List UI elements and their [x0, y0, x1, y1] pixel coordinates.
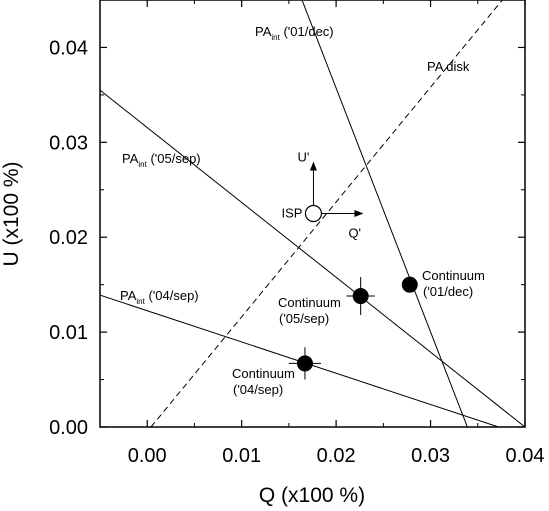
y-axis-title: U (x100 %)	[0, 161, 23, 266]
y-tick-label: 0.01	[49, 322, 88, 344]
pa-disk-line	[150, 0, 503, 427]
point-label: Continuum	[278, 295, 341, 310]
point-label: Continuum	[422, 268, 485, 283]
continuum-point	[352, 288, 369, 305]
continuum-point	[401, 276, 418, 293]
pa-int-line	[301, 0, 468, 427]
y-tick-label: 0.02	[49, 227, 88, 249]
axis-ticks: 0.00 0.01 0.02 0.03 0.04 0.00 0.01 0.02 0.03 0.04	[49, 0, 544, 467]
line-label-main: PA	[122, 151, 139, 166]
point-label: ('05/sep)	[279, 311, 329, 326]
line-label: PAint ('05/sep)	[122, 151, 201, 169]
line-label-rest: ('05/sep)	[147, 151, 201, 166]
line-label-subscript: int	[136, 297, 145, 306]
x-tick-label: 0.00	[128, 445, 167, 467]
isp-point	[304, 204, 323, 223]
line-label-rest: ('04/sep)	[145, 288, 199, 303]
line-label-rest: ('01/dec)	[280, 24, 334, 39]
line-label: PAint ('01/dec)	[255, 24, 334, 42]
q-prime-arrowhead	[354, 210, 364, 217]
point-label: Continuum	[232, 366, 295, 381]
line-label: PA disk	[427, 59, 470, 74]
isp-label: ISP	[281, 206, 302, 221]
y-tick-label: 0.04	[49, 37, 88, 59]
line-label-main: PA	[255, 24, 272, 39]
y-tick-label: 0.03	[49, 132, 88, 154]
x-tick-label: 0.04	[506, 445, 545, 467]
y-tick-label: 0.00	[49, 417, 88, 439]
plot-content: PAint ('01/dec)PAint ('05/sep)PAint ('04…	[100, 0, 525, 427]
line-label-subscript: int	[271, 33, 280, 42]
point-label: ('01/dec)	[423, 284, 473, 299]
x-tick-label: 0.03	[411, 445, 450, 467]
x-tick-label: 0.02	[317, 445, 356, 467]
u-prime-label: U'	[297, 150, 309, 165]
x-tick-label: 0.01	[222, 445, 261, 467]
line-label-main: PA disk	[427, 59, 470, 74]
point-label: ('04/sep)	[233, 382, 283, 397]
continuum-point	[296, 355, 313, 372]
line-label-main: PA	[120, 288, 137, 303]
line-label-subscript: int	[138, 160, 147, 169]
plot-frame	[99, 0, 526, 428]
q-prime-label: Q'	[348, 226, 361, 241]
line-label: PAint ('04/sep)	[120, 288, 199, 306]
pa-int-line	[100, 89, 525, 427]
u-prime-arrowhead	[309, 161, 317, 171]
x-axis-title: Q (x100 %)	[259, 484, 365, 507]
